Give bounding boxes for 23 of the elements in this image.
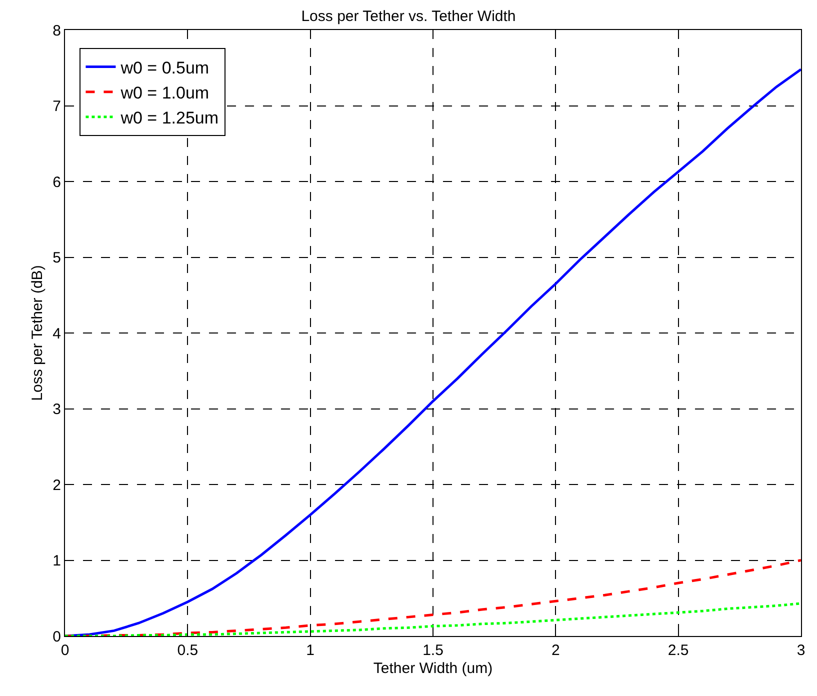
line-series [65, 602, 801, 636]
y-tick-label: 1 [52, 552, 61, 570]
line-series [65, 559, 801, 636]
x-tick-label: 2.5 [668, 642, 689, 659]
x-axis-title: Tether Width (um) [373, 660, 493, 677]
x-tick-label: 2 [552, 642, 560, 659]
y-tick-label: 7 [52, 98, 61, 115]
y-tick-label: 2 [52, 476, 61, 494]
y-tick-label: 4 [52, 325, 61, 342]
legend-label: w0 = 1.25um [120, 108, 219, 128]
legend-label: w0 = 1.0um [120, 83, 210, 102]
x-tick-label: 1 [306, 642, 314, 659]
y-tick-label: 6 [52, 174, 61, 191]
x-tick-label: 0.5 [177, 642, 198, 659]
y-tick-label: 8 [52, 22, 61, 40]
chart-title: Loss per Tether vs. Tether Width [301, 8, 516, 25]
y-axis-title: Loss per Tether (dB) [28, 265, 46, 401]
y-tick-label: 3 [52, 401, 61, 418]
y-tick-label: 5 [52, 250, 61, 266]
x-tick-label: 3 [796, 642, 806, 659]
y-tick-label: 0 [52, 628, 61, 646]
legend-label: w0 = 0.5um [120, 58, 210, 78]
x-tick-label: 1.5 [422, 642, 444, 659]
